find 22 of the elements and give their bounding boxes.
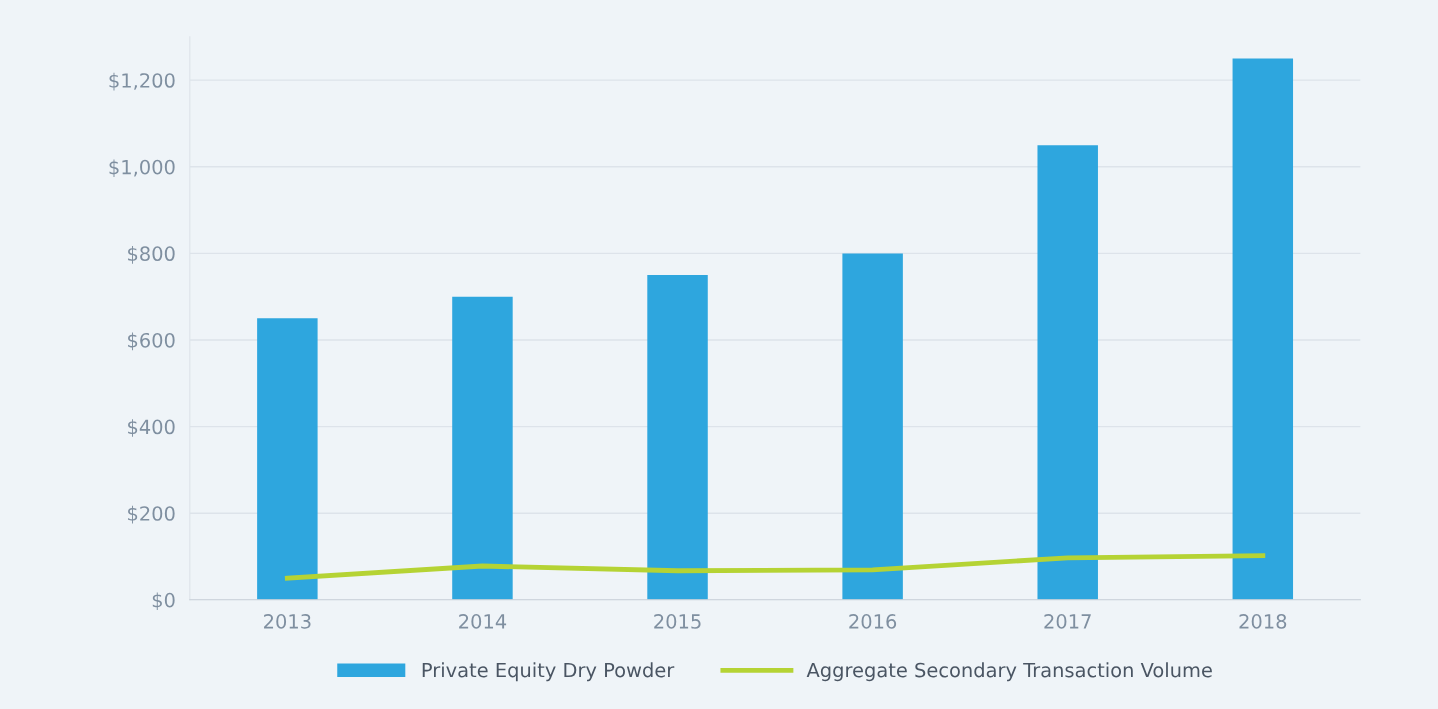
bar [1232, 58, 1294, 600]
x-tick-label: 2014 [459, 614, 507, 629]
legend-label: Private Equity Dry Powder [422, 662, 675, 682]
x-tick-label: 2017 [1044, 614, 1091, 629]
y-tick-label: $200 [128, 505, 175, 524]
x-tick-label: 2013 [264, 614, 311, 629]
bar [1037, 145, 1098, 600]
bar [257, 318, 318, 600]
legend-label: Aggregate Secondary Transaction Volume [806, 662, 1212, 682]
bar [842, 253, 903, 600]
y-tick-label: $1,000 [109, 159, 175, 178]
y-tick-label: $1,200 [109, 72, 175, 91]
bar [647, 275, 708, 600]
y-tick-label: $600 [128, 332, 175, 351]
x-tick-label: 2018 [1239, 614, 1287, 629]
y-tick-label: $0 [152, 592, 175, 611]
x-tick-label: 2015 [654, 614, 701, 629]
x-tick-label: 2016 [849, 614, 897, 629]
line-series [284, 553, 1266, 581]
y-tick-label: $800 [128, 246, 175, 264]
y-tick-label: $400 [128, 419, 175, 437]
bar [452, 296, 513, 600]
